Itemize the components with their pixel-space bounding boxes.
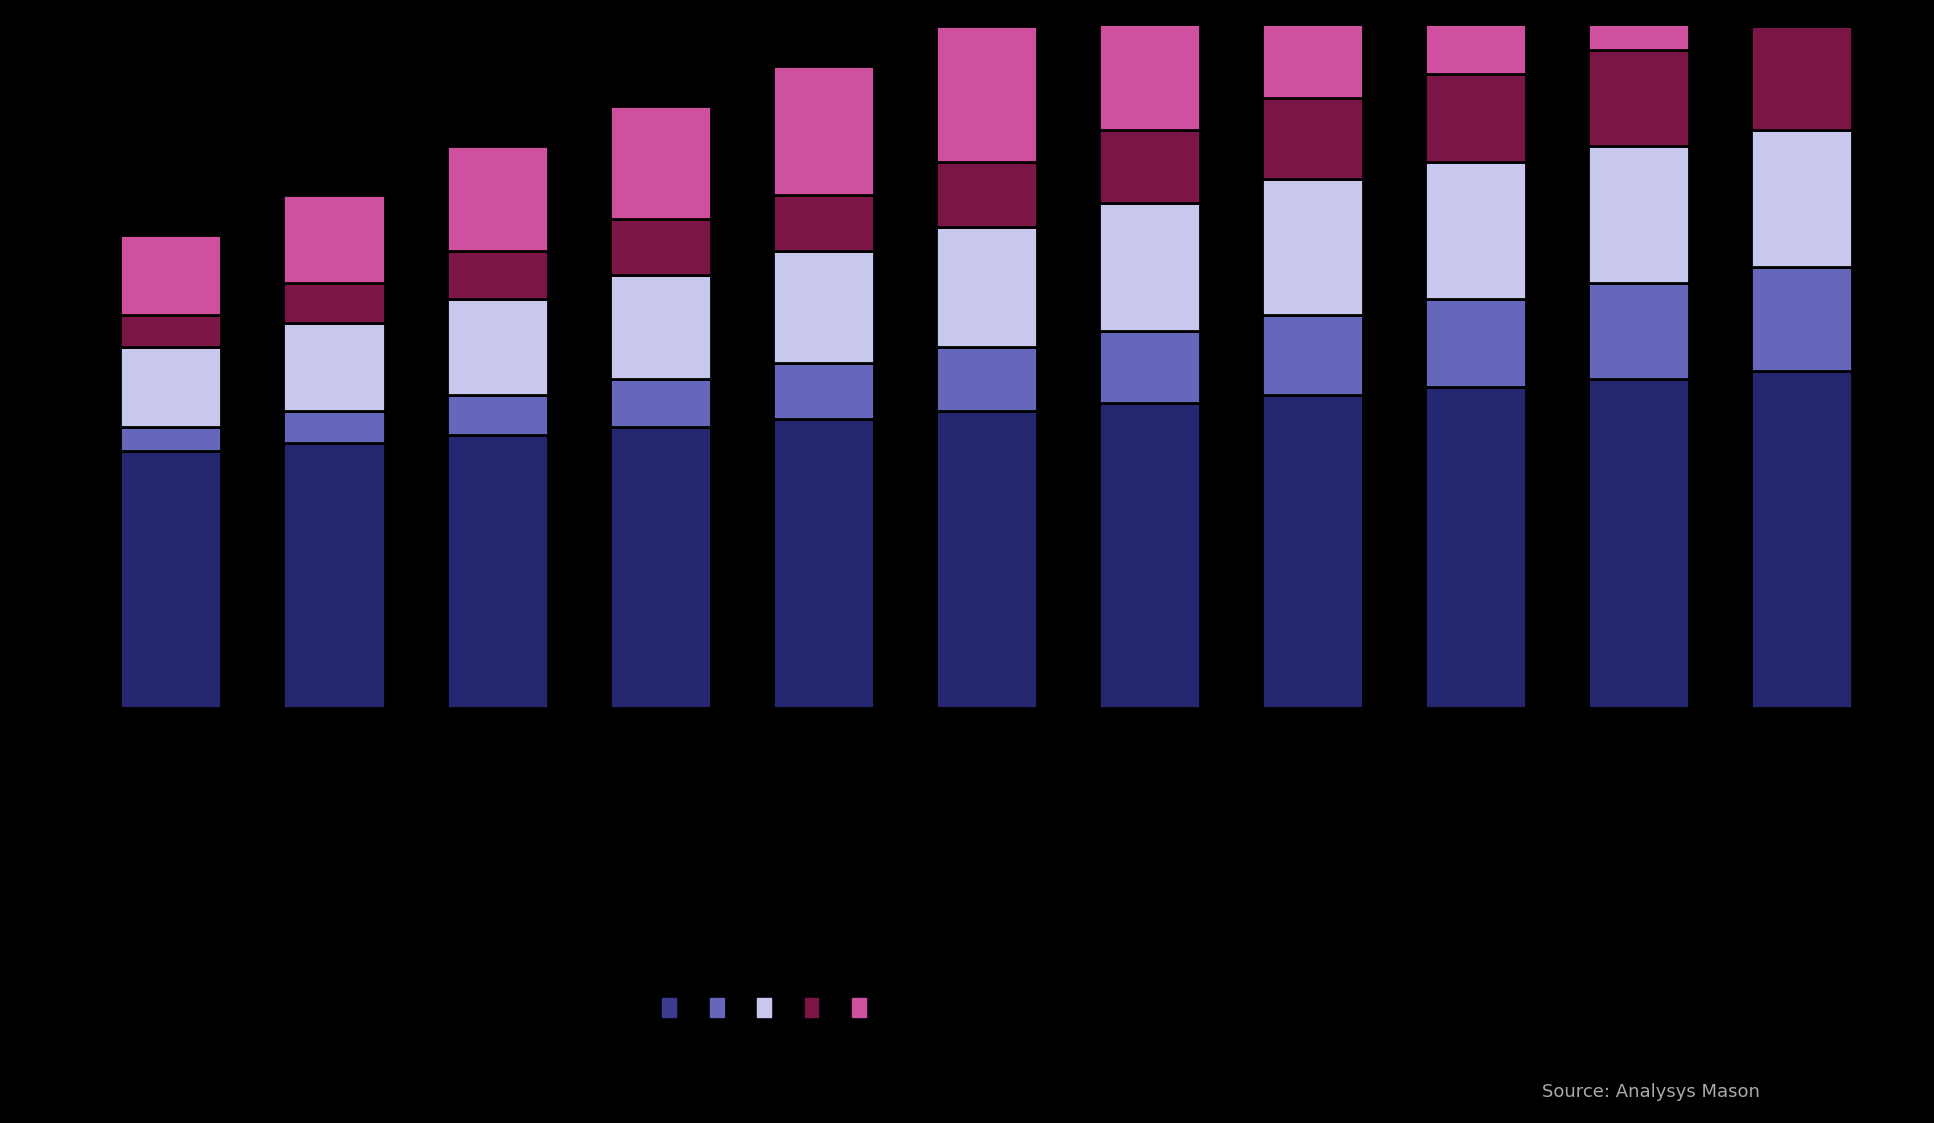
- Bar: [609, 275, 710, 378]
- Bar: [774, 363, 874, 419]
- Bar: [1425, 299, 1526, 387]
- Bar: [1752, 371, 1853, 707]
- Bar: [120, 451, 220, 707]
- Bar: [1099, 0, 1199, 130]
- Bar: [774, 419, 874, 707]
- Bar: [284, 411, 385, 442]
- Bar: [1263, 314, 1363, 395]
- Bar: [774, 194, 874, 250]
- Bar: [1752, 26, 1853, 130]
- Bar: [1588, 378, 1688, 707]
- Bar: [936, 347, 1037, 411]
- Bar: [120, 314, 220, 347]
- Bar: [1752, 0, 1853, 26]
- Bar: [1263, 179, 1363, 314]
- Bar: [936, 163, 1037, 227]
- Text: Source: Analysys Mason: Source: Analysys Mason: [1541, 1083, 1760, 1101]
- Legend: , , , , : , , , ,: [656, 992, 878, 1023]
- Bar: [447, 435, 547, 707]
- Bar: [1263, 99, 1363, 179]
- Bar: [120, 235, 220, 314]
- Bar: [447, 299, 547, 395]
- Bar: [1588, 51, 1688, 146]
- Bar: [1099, 403, 1199, 707]
- Bar: [1425, 163, 1526, 299]
- Bar: [1425, 0, 1526, 74]
- Bar: [120, 427, 220, 451]
- Bar: [936, 227, 1037, 347]
- Bar: [1752, 266, 1853, 371]
- Bar: [1425, 74, 1526, 163]
- Bar: [447, 250, 547, 299]
- Bar: [284, 194, 385, 283]
- Bar: [447, 395, 547, 435]
- Bar: [1099, 202, 1199, 331]
- Bar: [1099, 331, 1199, 403]
- Bar: [1263, 395, 1363, 707]
- Bar: [609, 107, 710, 219]
- Bar: [774, 66, 874, 194]
- Bar: [1425, 387, 1526, 707]
- Bar: [609, 219, 710, 275]
- Bar: [1588, 283, 1688, 378]
- Bar: [120, 347, 220, 427]
- Bar: [609, 378, 710, 427]
- Bar: [1588, 0, 1688, 51]
- Bar: [936, 411, 1037, 707]
- Bar: [447, 146, 547, 250]
- Bar: [1099, 130, 1199, 202]
- Bar: [284, 283, 385, 322]
- Bar: [284, 322, 385, 411]
- Bar: [609, 427, 710, 707]
- Bar: [1263, 0, 1363, 99]
- Bar: [1752, 130, 1853, 266]
- Bar: [774, 250, 874, 363]
- Bar: [1588, 146, 1688, 283]
- Bar: [936, 26, 1037, 163]
- Bar: [284, 442, 385, 707]
